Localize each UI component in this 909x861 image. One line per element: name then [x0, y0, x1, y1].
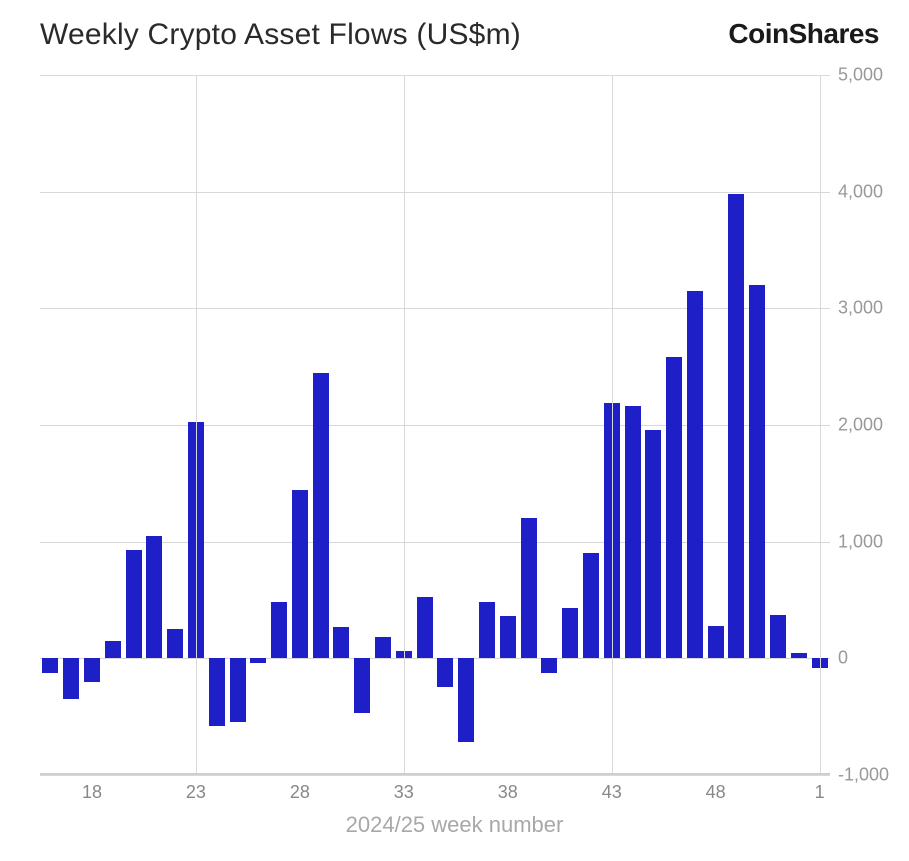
h-gridline [40, 308, 830, 309]
bar [375, 637, 391, 658]
x-axis-label: 2024/25 week number [0, 812, 909, 838]
bar [645, 430, 661, 659]
x-tick-label: 18 [82, 782, 102, 803]
zero-line [40, 658, 830, 659]
bar [541, 658, 557, 673]
v-gridline [612, 75, 613, 773]
bar [84, 658, 100, 681]
bar [42, 658, 58, 673]
bar [209, 658, 225, 726]
bar [437, 658, 453, 687]
x-tick-label: 33 [394, 782, 414, 803]
bar [354, 658, 370, 713]
bar [500, 616, 516, 658]
h-gridline [40, 425, 830, 426]
chart-plot-area [40, 75, 830, 775]
bar [562, 608, 578, 658]
v-gridline [404, 75, 405, 773]
y-tick-label: -1,000 [838, 765, 889, 786]
y-tick-label: 5,000 [838, 65, 883, 86]
y-tick-label: 2,000 [838, 415, 883, 436]
x-tick-label: 48 [706, 782, 726, 803]
chart-title: Weekly Crypto Asset Flows (US$m) [40, 18, 521, 52]
x-tick-label: 28 [290, 782, 310, 803]
bar [458, 658, 474, 742]
y-tick-label: 3,000 [838, 298, 883, 319]
bar [479, 602, 495, 658]
bar [749, 285, 765, 658]
v-gridline [196, 75, 197, 773]
bar [687, 291, 703, 659]
h-gridline [40, 192, 830, 193]
bar [292, 490, 308, 658]
bar [271, 602, 287, 658]
bar [230, 658, 246, 722]
y-tick-label: 0 [838, 648, 848, 669]
x-tick-label: 43 [602, 782, 622, 803]
bar [63, 658, 79, 699]
x-tick-label: 23 [186, 782, 206, 803]
v-gridline [820, 75, 821, 773]
bar [146, 536, 162, 659]
x-tick-label: 38 [498, 782, 518, 803]
bar [126, 550, 142, 659]
brand-logo-text: CoinShares [728, 18, 879, 50]
bar [791, 653, 807, 659]
bar [167, 629, 183, 658]
h-gridline [40, 775, 830, 776]
y-tick-label: 4,000 [838, 181, 883, 202]
bar [728, 194, 744, 658]
h-gridline [40, 75, 830, 76]
x-tick-label: 1 [815, 782, 825, 803]
bar [666, 357, 682, 658]
bar [625, 406, 641, 658]
bar [417, 597, 433, 659]
bar [521, 518, 537, 658]
bar [583, 553, 599, 658]
bar [708, 626, 724, 659]
bar [333, 627, 349, 659]
bar [105, 641, 121, 659]
y-tick-label: 1,000 [838, 531, 883, 552]
bar [770, 615, 786, 658]
bar [250, 658, 266, 663]
bar [313, 373, 329, 659]
